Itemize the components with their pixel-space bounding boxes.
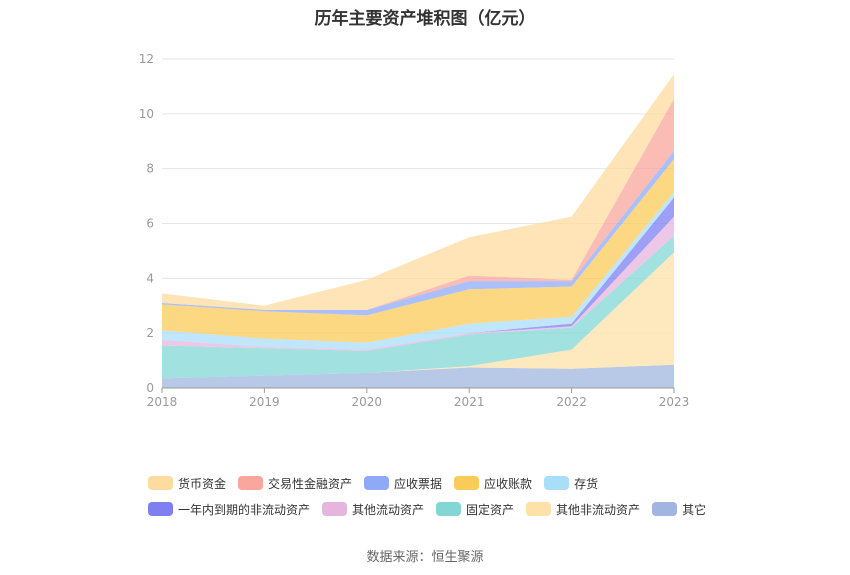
legend-swatch bbox=[436, 502, 462, 516]
legend-item[interactable]: 交易性金融资产 bbox=[238, 475, 352, 492]
legend-label: 固定资产 bbox=[466, 502, 515, 517]
y-tick-label: 6 bbox=[146, 217, 154, 231]
legend-swatch bbox=[652, 502, 678, 516]
y-tick-label: 2 bbox=[146, 326, 154, 340]
legend: 货币资金 交易性金融资产 应收票据 应收账款 存货 一年内到期的非流动资产 其他流动资产 固… bbox=[148, 470, 768, 522]
area-series bbox=[162, 159, 674, 343]
source-note: 数据来源：恒生聚源 bbox=[366, 550, 484, 565]
y-tick-label: 0 bbox=[146, 381, 154, 395]
x-tick-label: 2022 bbox=[556, 395, 587, 409]
area-series bbox=[162, 74, 674, 310]
legend-label: 其他非流动资产 bbox=[556, 502, 641, 517]
y-tick-label: 8 bbox=[146, 162, 154, 176]
legend-swatch bbox=[238, 476, 264, 490]
legend-item[interactable]: 其他非流动资产 bbox=[526, 501, 640, 518]
legend-label: 交易性金融资产 bbox=[268, 476, 353, 491]
axes: 0 2 4 6 8 10 12 2018 2019 2020 2021 2022 2023 bbox=[139, 52, 690, 409]
legend-swatch bbox=[322, 502, 348, 516]
legend-item[interactable]: 其他流动资产 bbox=[322, 501, 424, 518]
x-tick-label: 2023 bbox=[659, 395, 690, 409]
x-tick-label: 2020 bbox=[352, 395, 383, 409]
legend-swatch bbox=[454, 476, 480, 490]
legend-label: 存货 bbox=[574, 476, 599, 491]
legend-label: 一年内到期的非流动资产 bbox=[178, 502, 311, 517]
area-series bbox=[162, 252, 674, 379]
legend-label: 货币资金 bbox=[178, 476, 227, 491]
area-series bbox=[162, 364, 674, 388]
y-tick-label: 12 bbox=[139, 52, 154, 66]
legend-label: 应收票据 bbox=[394, 476, 443, 491]
area-series bbox=[162, 235, 674, 379]
legend-item[interactable]: 一年内到期的非流动资产 bbox=[148, 501, 310, 518]
legend-row: 货币资金 交易性金融资产 应收票据 应收账款 存货 bbox=[148, 470, 768, 496]
x-tick-label: 2019 bbox=[249, 395, 280, 409]
legend-item[interactable]: 应收票据 bbox=[364, 475, 442, 492]
legend-swatch bbox=[364, 476, 390, 490]
legend-row: 一年内到期的非流动资产 其他流动资产 固定资产 其他非流动资产 其它 bbox=[148, 496, 768, 522]
legend-label: 其他流动资产 bbox=[352, 502, 425, 517]
legend-swatch bbox=[526, 502, 552, 516]
x-tick-label: 2021 bbox=[454, 395, 485, 409]
chart-title: 历年主要资产堆积图（亿元） bbox=[314, 9, 536, 29]
legend-item[interactable]: 其它 bbox=[652, 501, 706, 518]
y-tick-label: 4 bbox=[146, 271, 154, 285]
legend-label: 应收账款 bbox=[484, 476, 533, 491]
legend-item[interactable]: 存货 bbox=[544, 475, 598, 492]
stacked-area-chart: 0 2 4 6 8 10 12 2018 2019 2020 2021 2022 2023 bbox=[139, 52, 690, 409]
legend-swatch bbox=[544, 476, 570, 490]
series-areas bbox=[162, 74, 674, 388]
legend-swatch bbox=[148, 502, 173, 516]
legend-label: 其它 bbox=[682, 502, 707, 517]
legend-item[interactable]: 应收账款 bbox=[454, 475, 532, 492]
y-tick-label: 10 bbox=[139, 107, 154, 121]
legend-swatch bbox=[148, 476, 173, 490]
legend-item[interactable]: 固定资产 bbox=[436, 501, 514, 518]
x-tick-label: 2018 bbox=[147, 395, 178, 409]
legend-item[interactable]: 货币资金 bbox=[148, 475, 226, 492]
